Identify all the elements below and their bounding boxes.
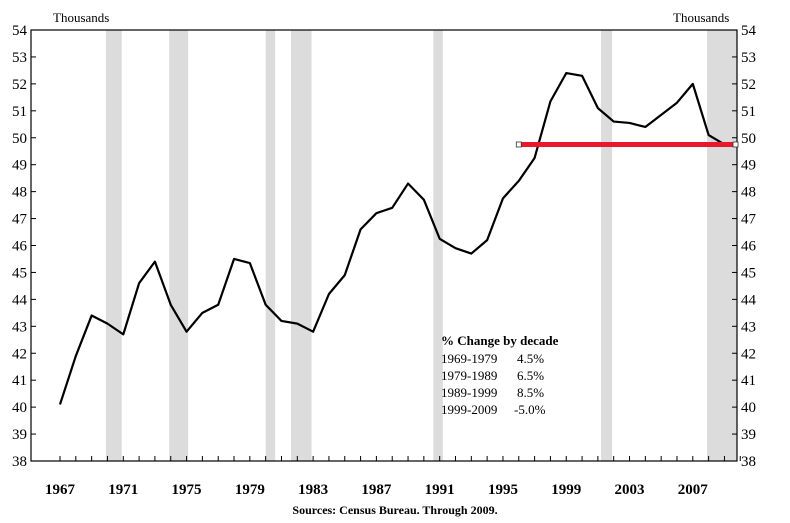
y-axis-label-left: Thousands bbox=[53, 10, 109, 25]
x-axis: 1967 1971 1975 1979 1983 1987 1991 1995 1999 2003… bbox=[45, 456, 741, 498]
y-tick-label-right: 49 bbox=[741, 158, 756, 174]
annotation-value: 8.5% bbox=[517, 385, 544, 400]
series bbox=[58, 71, 726, 405]
reference-line-group bbox=[515, 141, 739, 148]
y-tick-label-right: 46 bbox=[741, 239, 757, 255]
y-axis-label-right: Thousands bbox=[673, 10, 729, 25]
x-tick-label: 1991 bbox=[425, 482, 455, 498]
y-tick-label-left: 49 bbox=[12, 158, 27, 174]
y-tick-label-left: 41 bbox=[12, 373, 27, 389]
annotation-period: 1969-1979 bbox=[441, 351, 497, 366]
recession-band bbox=[265, 30, 276, 461]
y-tick-label-right: 47 bbox=[741, 212, 757, 228]
y-tick-label-right: 41 bbox=[741, 373, 756, 389]
y-tick-label-left: 42 bbox=[12, 346, 27, 362]
y-tick-label-right: 39 bbox=[741, 427, 756, 443]
y-tick-label-left: 45 bbox=[12, 265, 27, 281]
annotation-period: 1999-2009 bbox=[441, 402, 497, 417]
y-tick-label-right: 42 bbox=[741, 346, 756, 362]
y-tick-label-right: 52 bbox=[741, 77, 756, 93]
y-tick-label-right: 50 bbox=[741, 131, 756, 147]
y-tick-label-left: 47 bbox=[12, 212, 28, 228]
recession-band bbox=[433, 30, 443, 461]
x-tick-label: 2007 bbox=[678, 482, 709, 498]
decade-change-annotation: % Change by decade 1969-1979 4.5% 1979-1… bbox=[441, 333, 559, 417]
annotation-period: 1979-1989 bbox=[441, 368, 497, 383]
recession-band bbox=[105, 30, 122, 461]
x-tick-label: 1971 bbox=[108, 482, 138, 498]
y-tick-label-right: 48 bbox=[741, 185, 756, 201]
y-tick-label-right: 51 bbox=[741, 104, 756, 120]
y-tick-label-left: 54 bbox=[12, 23, 28, 39]
recession-band bbox=[169, 30, 189, 461]
y-tick-label-left: 43 bbox=[12, 319, 27, 335]
y-axis: 38 38 39 39 40 40 41 41 42 42 43 43 44 44 45 45 46 46 47 47… bbox=[12, 23, 757, 470]
reference-line-endpoint bbox=[515, 141, 522, 148]
y-tick-label-right: 44 bbox=[741, 292, 757, 308]
y-tick-label-right: 54 bbox=[741, 23, 757, 39]
series-line bbox=[58, 71, 726, 405]
y-tick-label-left: 39 bbox=[12, 427, 27, 443]
y-tick-label-right: 43 bbox=[741, 319, 756, 335]
y-tick-label-right: 40 bbox=[741, 400, 756, 416]
y-tick-label-right: 38 bbox=[741, 454, 756, 470]
y-tick-label-left: 51 bbox=[12, 104, 27, 120]
recession-band bbox=[601, 30, 613, 461]
recession-bands bbox=[105, 30, 737, 461]
y-tick-label-right: 45 bbox=[741, 265, 756, 281]
x-tick-label: 2003 bbox=[615, 482, 645, 498]
x-tick-label: 1967 bbox=[45, 482, 76, 498]
x-tick-label: 1979 bbox=[235, 482, 265, 498]
y-tick-label-left: 44 bbox=[12, 292, 28, 308]
y-tick-label-left: 53 bbox=[12, 50, 27, 66]
source-note: Sources: Census Bureau. Through 2009. bbox=[292, 503, 497, 517]
x-tick-label: 1987 bbox=[361, 482, 392, 498]
annotation-title: % Change by decade bbox=[441, 333, 559, 348]
x-tick-label: 1975 bbox=[172, 482, 202, 498]
plot-frame bbox=[30, 29, 738, 462]
y-tick-label-left: 50 bbox=[12, 131, 27, 147]
y-tick-label-left: 48 bbox=[12, 185, 27, 201]
y-tick-label-right: 53 bbox=[741, 50, 756, 66]
recession-band bbox=[290, 30, 312, 461]
annotation-period: 1989-1999 bbox=[441, 385, 497, 400]
annotation-value: 6.5% bbox=[517, 368, 544, 383]
x-tick-label: 1999 bbox=[551, 482, 581, 498]
y-tick-label-left: 46 bbox=[12, 239, 28, 255]
y-tick-label-left: 38 bbox=[12, 454, 27, 470]
x-tick-label: 1983 bbox=[298, 482, 328, 498]
annotation-value: 4.5% bbox=[517, 351, 544, 366]
annotation-value: -5.0% bbox=[514, 402, 546, 417]
reference-line-endpoint bbox=[732, 141, 739, 148]
y-tick-label-left: 52 bbox=[12, 77, 27, 93]
x-tick-label: 1995 bbox=[488, 482, 518, 498]
y-tick-label-left: 40 bbox=[12, 400, 27, 416]
